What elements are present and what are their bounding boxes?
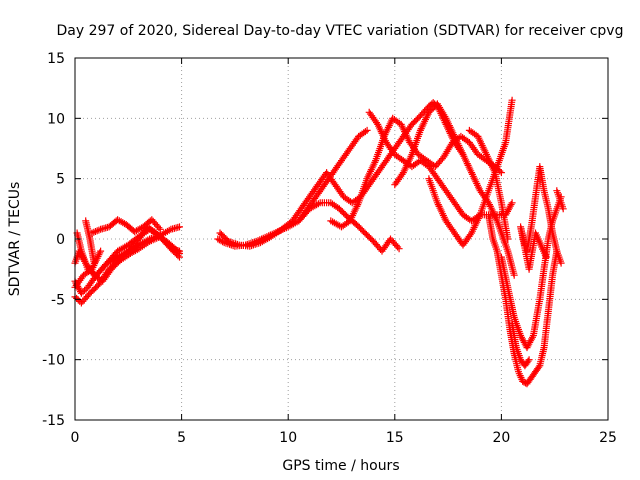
data-point-marker <box>97 247 105 255</box>
data-point-marker <box>395 245 403 253</box>
data-point-marker <box>219 238 227 246</box>
data-point-marker <box>81 286 89 294</box>
y-axis-label: SDTVAR / TECUs <box>7 182 23 297</box>
data-point-marker <box>510 271 518 279</box>
x-tick-label: 25 <box>599 430 617 446</box>
series-O <box>465 126 512 243</box>
data-point-marker <box>504 235 512 243</box>
data-point-marker <box>93 227 101 235</box>
data-point-marker <box>165 226 173 234</box>
data-point-marker <box>95 226 103 234</box>
series-J <box>295 126 371 225</box>
data-point-marker <box>557 259 565 267</box>
series-G <box>82 217 98 267</box>
data-point-marker <box>79 288 87 296</box>
data-point-marker <box>497 169 505 177</box>
series-R <box>508 320 533 370</box>
data-point-marker <box>508 96 516 104</box>
data-point-marker <box>559 205 567 213</box>
series-U <box>517 223 550 273</box>
series-N <box>425 96 516 249</box>
series-D <box>71 223 183 307</box>
data-point-marker <box>156 225 164 233</box>
data-point-marker <box>542 253 550 261</box>
x-tick-label: 0 <box>71 430 80 446</box>
data-point-marker <box>176 253 183 261</box>
series-S <box>523 163 565 267</box>
data-point-marker <box>524 357 532 365</box>
y-tick-label: -15 <box>42 413 65 429</box>
data-point-marker <box>508 199 516 207</box>
data-point-marker <box>90 259 98 267</box>
y-tick-label: -5 <box>51 292 65 308</box>
data-point-marker <box>74 296 82 304</box>
data-point-marker <box>535 363 543 371</box>
chart-title: Day 297 of 2020, Sidereal Day-to-day VTE… <box>57 23 624 39</box>
data-point-marker <box>394 243 402 251</box>
x-tick-label: 5 <box>177 430 186 446</box>
data-point-marker <box>525 356 533 364</box>
y-tick-label: -10 <box>42 353 65 369</box>
x-tick-labels: 0 5 10 15 20 25 <box>71 430 617 446</box>
series-T <box>553 187 567 213</box>
data-point-marker <box>176 223 183 231</box>
data-point-marker <box>149 236 157 244</box>
x-axis-label: GPS time / hours <box>282 458 399 474</box>
x-tick-label: 10 <box>279 430 297 446</box>
series-E <box>88 216 164 237</box>
data-point-marker <box>361 128 369 136</box>
data-points <box>71 96 567 388</box>
data-point-marker <box>507 201 515 208</box>
data-point-marker <box>363 126 371 134</box>
series-M <box>391 100 518 279</box>
data-point-marker <box>92 228 99 235</box>
data-point-marker <box>155 224 163 232</box>
y-tick-labels: -15 -10 -5 0 5 10 15 <box>42 51 65 429</box>
x-tick-label: 15 <box>386 430 404 446</box>
y-tick-label: 15 <box>47 51 65 67</box>
data-point-marker <box>77 289 85 297</box>
data-point-marker <box>176 247 183 255</box>
x-tick-label: 20 <box>492 430 510 446</box>
y-tick-label: 5 <box>56 172 65 188</box>
y-tick-label: 0 <box>56 232 65 248</box>
y-tick-label: 10 <box>47 111 65 127</box>
data-point-marker <box>90 228 98 236</box>
data-point-marker <box>73 294 81 302</box>
axis-ticks <box>74 57 609 421</box>
